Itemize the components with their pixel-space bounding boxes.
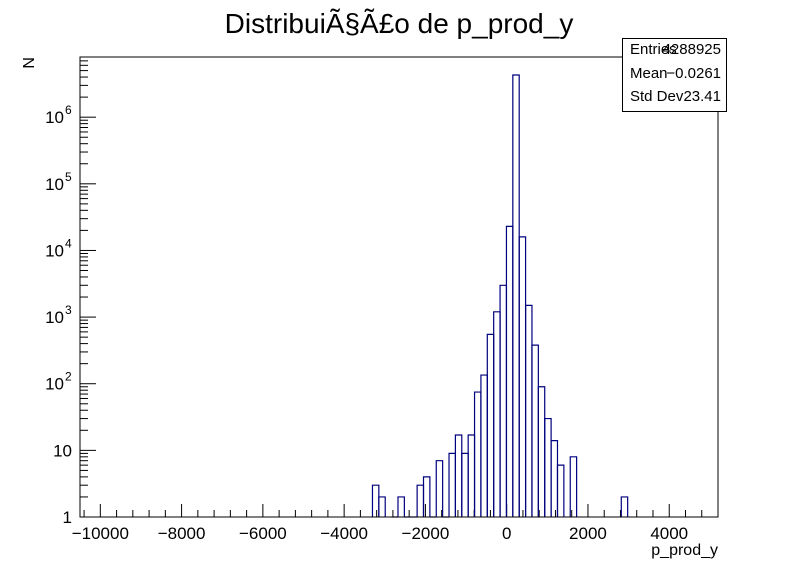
x-tick-label: −4000 xyxy=(320,524,368,543)
histogram-bin xyxy=(454,434,463,517)
histogram-bin xyxy=(461,452,469,517)
y-axis-label: N xyxy=(21,57,38,69)
histogram-bin xyxy=(378,496,386,517)
histogram-bin xyxy=(448,452,457,517)
histogram-bin xyxy=(480,374,488,517)
y-tick-exponent: 5 xyxy=(65,170,72,184)
stddev-label: Std Dev xyxy=(630,88,684,105)
x-tick-label: −8000 xyxy=(158,524,206,543)
histogram-bin xyxy=(537,386,546,517)
y-tick-label: 1 xyxy=(63,508,72,527)
y-tick-exponent: 2 xyxy=(65,370,72,384)
chart-title: DistribuiÃ§Ã£o de p_prod_y xyxy=(224,8,574,39)
histogram-bin xyxy=(505,225,514,517)
x-tick-label: −2000 xyxy=(402,524,450,543)
y-tick-label: 10 xyxy=(45,108,64,127)
stats-row-stddev: Std Dev 23.41 xyxy=(630,88,721,108)
y-tick-exponent: 6 xyxy=(65,103,72,117)
histogram-bin xyxy=(544,417,552,517)
histogram-bin xyxy=(435,460,444,517)
histogram-bin xyxy=(416,484,425,517)
histogram-bin xyxy=(473,391,482,517)
x-tick-label: 2000 xyxy=(569,524,607,543)
histogram-bin xyxy=(422,476,431,517)
histogram-bin xyxy=(499,284,508,517)
entries-label: Entries xyxy=(630,41,677,58)
histogram-bin xyxy=(467,434,476,517)
y-tick-label: 10 xyxy=(45,175,64,194)
stats-row-mean: Mean −0.0261 xyxy=(630,65,721,85)
histogram-bin xyxy=(493,311,501,517)
stats-box: Entries 4288925 Mean −0.0261 Std Dev 23.… xyxy=(622,38,727,112)
mean-label: Mean xyxy=(630,65,668,82)
y-tick-label: 10 xyxy=(53,441,72,460)
histogram-bin xyxy=(524,304,533,517)
histogram-bin xyxy=(397,496,405,517)
histogram-bin xyxy=(371,484,380,517)
histogram-bin xyxy=(486,333,495,517)
x-tick-label: 4000 xyxy=(650,524,688,543)
entries-value: 4288925 xyxy=(662,41,721,58)
x-tick-label: 0 xyxy=(502,524,511,543)
y-tick-label: 10 xyxy=(45,375,64,394)
y-tick-exponent: 3 xyxy=(65,303,72,317)
histogram-bin xyxy=(518,236,527,517)
y-tick-label: 10 xyxy=(45,241,64,260)
mean-value: −0.0261 xyxy=(666,65,721,82)
x-tick-label: −10000 xyxy=(72,524,129,543)
y-tick-label: 10 xyxy=(45,308,64,327)
plot-frame xyxy=(79,56,719,518)
x-axis-label: p_prod_y xyxy=(651,542,718,559)
x-tick-label: −6000 xyxy=(239,524,287,543)
histogram-bin xyxy=(550,440,559,517)
stats-row-entries: Entries 4288925 xyxy=(630,41,721,61)
y-tick-exponent: 4 xyxy=(65,236,72,250)
histogram-bin xyxy=(556,464,565,517)
histogram-bin xyxy=(531,344,539,517)
stddev-value: 23.41 xyxy=(683,88,721,105)
histogram-bin xyxy=(512,74,520,517)
histogram-bin xyxy=(569,456,578,517)
histogram-bin xyxy=(620,496,629,517)
